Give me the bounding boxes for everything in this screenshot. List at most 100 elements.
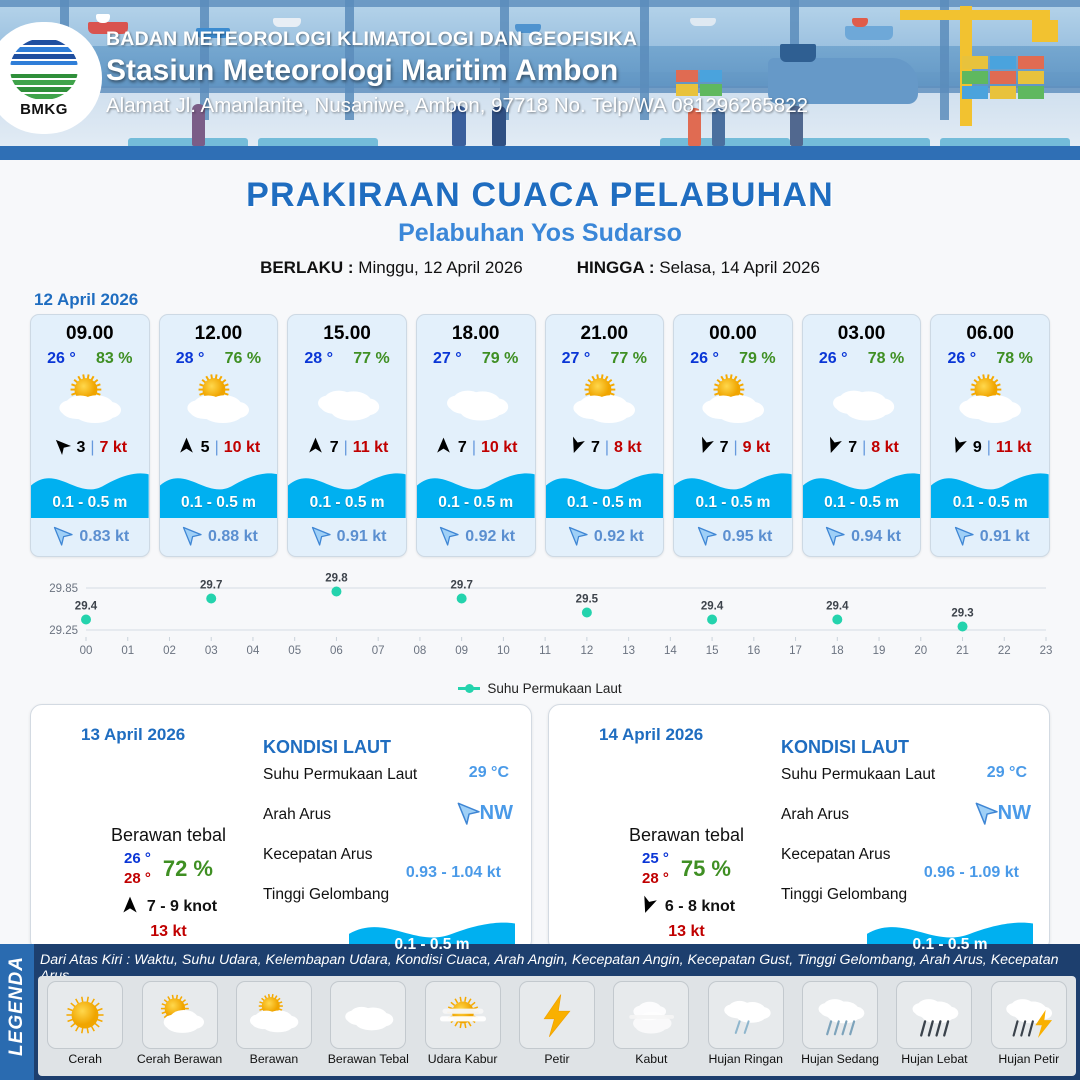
forecast-temperature: 26 ° — [47, 350, 76, 367]
header-text-block: BADAN METEOROLOGI KLIMATOLOGI DAN GEOFIS… — [106, 28, 808, 118]
legend-item-row: Cerah Cerah Berawan Ber — [38, 976, 1076, 1076]
wave-height: 0.1 - 0.5 m — [52, 494, 128, 511]
legend-item: Cerah Berawan — [132, 976, 226, 1076]
forecast-humidity: 76 % — [224, 350, 262, 367]
wind-separator: | — [733, 439, 738, 456]
current-direction-arrow-icon — [951, 523, 974, 550]
sst-value: 29 °C — [986, 764, 1027, 781]
berlaku-label: BERLAKU : — [260, 258, 354, 277]
cloudy-icon — [71, 755, 266, 817]
current-direction-value: NW — [479, 802, 513, 824]
current-speed-value: 0.93 - 1.04 kt — [405, 864, 501, 881]
svg-text:01: 01 — [121, 645, 134, 657]
forecast-time: 03.00 — [837, 323, 886, 344]
legend-item: Petir — [510, 976, 604, 1076]
current-direction-arrow-icon — [436, 523, 459, 550]
svg-text:29.7: 29.7 — [200, 580, 222, 592]
legend-tab-label: LEGENDA — [6, 956, 27, 1056]
current-direction-arrow-icon — [179, 523, 202, 550]
forecast-time: 06.00 — [966, 323, 1014, 344]
svg-text:08: 08 — [414, 645, 427, 657]
forecast-temperature: 26 ° — [690, 350, 719, 367]
forecast-card-row: 09.00 26 ° 83 % 3 | 7 kt 0.1 - — [0, 314, 1080, 557]
haze-icon — [424, 981, 501, 1049]
current-speed-label: Kecepatan Arus — [781, 846, 891, 863]
wind-direction-arrow-icon — [434, 436, 453, 460]
wave-graphic — [545, 462, 664, 518]
current-direction-label: Arah Arus — [263, 806, 332, 823]
forecast-temperature: 26 ° — [947, 350, 977, 367]
bmkg-logo-mark — [10, 38, 78, 100]
forecast-humidity: 79 % — [481, 350, 519, 367]
wave-height: 0.1 - 0.5 m — [824, 494, 900, 511]
legend-tab: LEGENDA — [0, 944, 34, 1080]
sea-condition-title: KONDISI LAUT — [781, 737, 909, 757]
current-speed-label: Kecepatan Arus — [263, 846, 373, 863]
berlaku-value: Minggu, 12 April 2026 — [358, 258, 523, 277]
partly-cloudy-icon — [674, 370, 792, 432]
wind-speed: 7 — [457, 439, 467, 456]
wind-direction-arrow-icon — [824, 436, 843, 460]
svg-text:29.4: 29.4 — [826, 601, 849, 613]
forecast-humidity: 83 % — [96, 350, 133, 367]
partly-cloudy-icon — [160, 370, 278, 432]
partly-cloudy-icon — [546, 370, 664, 432]
wave-graphic — [31, 462, 149, 518]
forecast-time: 18.00 — [451, 323, 500, 344]
wave-graphic — [159, 462, 278, 518]
forecast-humidity: 78 % — [867, 350, 905, 367]
current-speed-value: 0.96 - 1.09 kt — [923, 864, 1019, 881]
legend-item-label: Cerah — [68, 1052, 102, 1066]
current-direction-arrow-icon — [822, 523, 845, 550]
panel-temp-max: 28 ° — [641, 870, 669, 888]
panel-temp-min: 25 ° — [641, 850, 669, 867]
panel-date: 13 April 2026 — [81, 725, 186, 744]
bmkg-logo-text: BMKG — [20, 101, 68, 118]
forecast-card: 06.00 26 ° 78 % 9 | 11 kt 0.1 — [930, 314, 1050, 557]
current-direction-arrow-icon — [971, 798, 998, 829]
legend-item-label: Cerah Berawan — [136, 1052, 223, 1066]
agency-name: BADAN METEOROLOGI KLIMATOLOGI DAN GEOFIS… — [106, 28, 638, 50]
page-subtitle: Pelabuhan Yos Sudarso — [398, 219, 682, 247]
svg-text:00: 00 — [80, 645, 93, 657]
wind-separator: | — [90, 439, 95, 456]
wind-separator: | — [604, 439, 610, 456]
svg-text:14: 14 — [664, 645, 677, 657]
svg-text:29.5: 29.5 — [576, 594, 599, 606]
current-speed: 0.91 kt — [336, 527, 387, 545]
current-direction-label: Arah Arus — [781, 806, 850, 823]
gust-speed: 11 kt — [995, 439, 1032, 456]
svg-text:06: 06 — [330, 645, 343, 657]
panel-wind-direction-arrow-icon — [638, 895, 658, 920]
wind-speed: 7 — [590, 439, 600, 456]
page-header: BMKG BADAN METEOROLOGI KLIMATOLOGI DAN G… — [0, 0, 1080, 160]
legend-item: Berawan Tebal — [321, 976, 415, 1076]
svg-text:21: 21 — [956, 645, 969, 657]
forecast-time: 21.00 — [580, 323, 629, 344]
forecast-day-label: 12 April 2026 — [34, 290, 139, 309]
gust-speed: 8 kt — [614, 439, 642, 456]
wind-speed: 7 — [719, 439, 729, 456]
station-address: Alamat Jl. Amanlanite, Nusaniwe, Ambon, … — [106, 94, 809, 117]
current-direction-arrow-icon — [50, 523, 74, 550]
wave-height: 0.1 - 0.5 m — [566, 494, 642, 511]
gust-speed: 9 kt — [742, 439, 771, 456]
legend-item-label: Kabut — [635, 1052, 668, 1066]
berlaku-group: BERLAKU : Minggu, 12 April 2026 — [260, 258, 523, 278]
wind-direction-arrow-icon — [52, 436, 72, 460]
svg-text:20: 20 — [914, 645, 927, 657]
panel-temp-max: 28 ° — [123, 870, 151, 888]
wind-speed: 7 — [329, 439, 339, 456]
page-title: PRAKIRAAN CUACA PELABUHAN — [246, 176, 834, 214]
svg-text:29.7: 29.7 — [450, 580, 472, 592]
svg-text:29.4: 29.4 — [75, 601, 98, 613]
wind-direction-arrow-icon — [949, 436, 968, 460]
forecast-time: 00.00 — [709, 323, 757, 344]
svg-text:29.3: 29.3 — [951, 608, 973, 620]
wind-speed: 9 — [972, 439, 982, 456]
svg-text:17: 17 — [789, 645, 802, 657]
forecast-humidity: 77 % — [353, 350, 390, 367]
panel-wind-speed: 6 - 8 knot — [664, 898, 736, 915]
sst-legend-label: Suhu Permukaan Laut — [487, 681, 622, 696]
daily-forecast-panel: 14 April 2026 Berawan tebal 25 ° 28 ° 75 — [548, 704, 1050, 964]
